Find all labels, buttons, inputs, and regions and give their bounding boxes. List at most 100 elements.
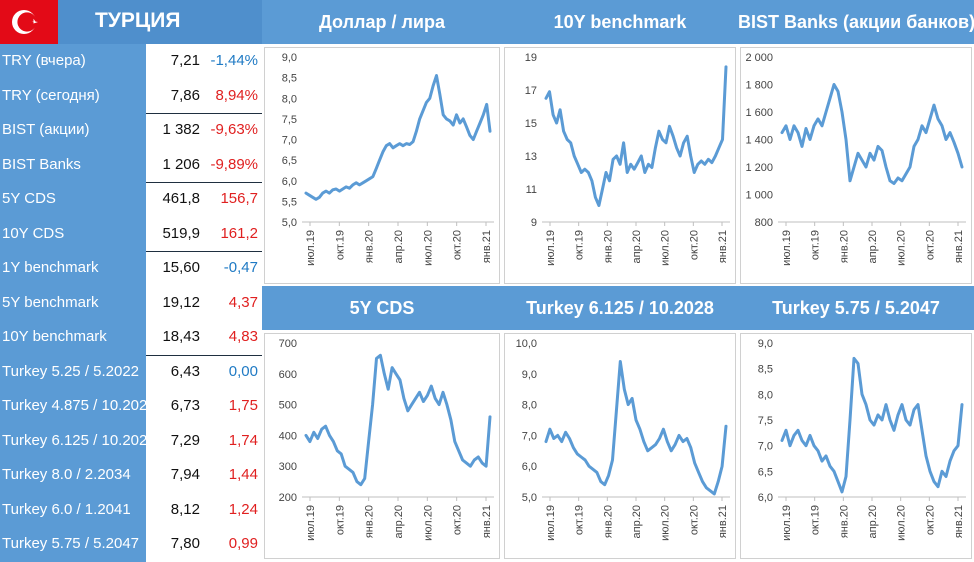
summary-row: 5Y benchmark 19,12 4,37 [0,285,262,320]
y-tick-label: 1 200 [745,162,773,174]
y-tick-label: 800 [755,217,773,229]
row-label: Turkey 5.25 / 5.2022 [0,354,146,389]
y-tick-label: 6,0 [522,461,537,473]
row-label: Turkey 6.125 / 10.2028 [0,423,156,458]
y-tick-label: 7,5 [758,415,773,427]
series-line [544,65,728,207]
x-tick-label: окт.19 [810,230,822,260]
row-label: 10Y CDS [0,216,146,251]
row-value: 7,94 [170,466,200,483]
summary-row: Turkey 5.75 / 5.2047 7,80 0,99 [0,527,262,562]
y-tick-label: 2 000 [745,52,773,64]
series-line [304,74,492,201]
row-label: 5Y CDS [0,182,146,217]
x-tick-label: окт.19 [574,505,586,535]
row-change: 1,44 [228,466,258,483]
y-tick-label: 1 600 [745,107,773,119]
y-tick-label: 600 [279,369,297,381]
y-tick-label: 19 [525,52,537,64]
series-line [544,360,728,496]
row-change: 4,37 [228,293,258,311]
row-change: 8,94% [215,86,258,104]
series-line [304,353,492,487]
series-line [780,83,964,185]
y-tick-label: 13 [525,151,537,163]
y-tick-label: 400 [279,430,297,442]
row-change: -0,47 [223,259,258,276]
summary-row: Turkey 5.25 / 5.2022 6,43 0,00 [0,354,262,389]
y-tick-label: 11 [526,184,537,196]
series-line [780,356,964,494]
y-tick-label: 10,0 [516,338,537,350]
summary-row: Turkey 6.125 / 10.2028 7,29 1,74 [0,423,262,458]
row-change: 156,7 [220,190,258,207]
chart-svg: 800 1 000 1 200 1 400 1 600 1 800 2 000 июл.19 о… [745,52,966,266]
y-tick-label: 8,0 [522,400,537,412]
y-tick-label: 1 400 [745,135,773,147]
row-label: 10Y benchmark [0,320,146,355]
row-change: 1,75 [228,397,258,414]
summary-row: 10Y CDS 519,9 161,2 [0,216,262,251]
x-tick-label: окт.19 [334,505,346,535]
x-tick-label: окт.20 [924,230,936,260]
row-change: -9,63% [210,121,258,138]
summary-row: 5Y CDS 461,8 156,7 [0,182,262,217]
x-tick-label: июл.19 [305,230,317,266]
x-tick-label: апр.20 [631,505,643,538]
x-tick-label: янв.20 [838,505,850,538]
summary-panel: ТУРЦИЯ TRY (вчера) 7,21 -1,44% TRY (сегодня… [0,0,262,562]
x-tick-label: июл.20 [896,505,908,541]
row-value: 18,43 [162,328,200,345]
summary-row: Turkey 6.0 / 1.2041 8,12 1,24 [0,492,262,527]
row-change: 0,99 [228,535,258,552]
chart-10y-benchmark: 10Y benchmark 9 11 13 15 17 19 июл.19 окт.19 янв… [502,0,738,286]
x-tick-label: янв.20 [838,230,850,263]
row-change: 1,24 [228,500,258,518]
chart-title: Turkey 5.75 / 5.2047 [738,286,974,330]
x-tick-label: окт.20 [452,230,464,260]
row-label: 1Y benchmark [0,251,146,286]
chart-title: 10Y benchmark [502,0,738,44]
row-change: 161,2 [220,224,258,242]
x-tick-label: янв.21 [953,505,965,538]
row-label: 5Y benchmark [0,285,146,320]
chart-usd-try: Доллар / лира 5,0 5,5 6,0 6,5 7,0 7,5 8,0 8,5 9,… [262,0,502,286]
y-tick-label: 9,0 [758,338,773,350]
x-tick-label: янв.21 [481,505,493,538]
chart-title: Turkey 6.125 / 10.2028 [502,286,738,330]
y-tick-label: 700 [279,338,297,350]
y-tick-label: 7,5 [282,114,297,126]
x-tick-label: июл.19 [781,505,793,541]
y-tick-label: 5,5 [282,196,297,208]
row-value: 6,43 [170,362,200,380]
chart-title: BIST Banks (акции банков) [738,0,974,44]
x-tick-label: июл.20 [896,230,908,266]
x-tick-label: июл.19 [305,505,317,541]
x-tick-label: окт.19 [810,505,822,535]
x-tick-label: окт.20 [924,505,936,535]
row-value: 19,12 [162,293,200,311]
chart-pane [264,333,500,559]
x-tick-label: янв.20 [602,505,614,538]
summary-row: 1Y benchmark 15,60 -0,47 [0,251,262,286]
row-value: 8,12 [170,500,200,518]
y-tick-label: 9,0 [282,52,297,64]
row-value: 7,86 [170,86,200,104]
chart-pane [264,47,500,284]
summary-row: BIST (акции) 1 382 -9,63% [0,113,262,148]
y-tick-label: 7,0 [522,430,537,442]
x-tick-label: янв.20 [364,230,376,263]
chart-svg: 6,0 6,5 7,0 7,5 8,0 8,5 9,0 июл.19 окт.19 янв.20 а… [758,338,966,541]
row-change: -1,44% [210,52,258,69]
y-tick-label: 1 000 [745,190,773,202]
x-tick-label: окт.20 [452,505,464,535]
chart-title: 5Y CDS [262,286,502,330]
row-value: 1 382 [162,121,200,138]
row-label: BIST (акции) [0,113,146,148]
y-tick-label: 5,0 [282,217,297,229]
row-change: 1,74 [228,431,258,449]
row-value: 461,8 [162,190,200,207]
x-tick-label: апр.20 [867,505,879,538]
x-tick-label: июл.19 [545,505,557,541]
y-tick-label: 7,0 [758,441,773,453]
